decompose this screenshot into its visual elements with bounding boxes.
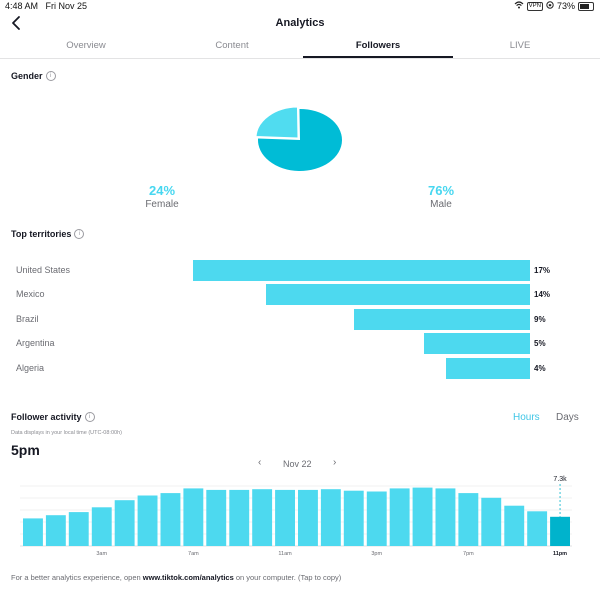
- activity-bar-11pm[interactable]: [550, 516, 570, 546]
- activity-bar-9am[interactable]: [229, 489, 250, 546]
- lock-rotation-icon: [546, 1, 554, 11]
- activity-bar-7am[interactable]: [183, 488, 204, 546]
- info-icon[interactable]: i: [45, 71, 56, 81]
- territory-label: Brazil: [16, 313, 39, 324]
- x-tick-label: 7pm: [463, 551, 474, 557]
- x-tick-label: 11am: [278, 551, 292, 557]
- territories-title: Top territories: [11, 229, 72, 239]
- tab-live[interactable]: LIVE: [509, 40, 531, 51]
- territory-bar: [446, 357, 530, 379]
- activity-bar-4pm[interactable]: [389, 488, 410, 546]
- tab-followers[interactable]: Followers: [355, 40, 401, 51]
- activity-bar-8pm[interactable]: [481, 497, 502, 546]
- territory-label: United States: [16, 265, 71, 275]
- page-title: Analytics: [275, 17, 325, 29]
- activity-bar-7pm[interactable]: [458, 493, 479, 546]
- activity-bar-1am[interactable]: [45, 515, 66, 546]
- territory-label: Algeria: [16, 362, 45, 373]
- territories-section-title: Top territories i: [11, 229, 85, 239]
- male-percent: 76%: [427, 183, 455, 198]
- vpn-badge: VPN: [526, 1, 543, 11]
- status-indicators: VPN 73%: [514, 1, 594, 11]
- tab-overview[interactable]: Overview: [66, 40, 106, 51]
- x-tick-label: 3pm: [371, 551, 382, 557]
- battery-percent: 73%: [556, 1, 575, 11]
- activity-bar-6am[interactable]: [160, 493, 181, 546]
- tab-active-indicator: [303, 56, 453, 58]
- selected-time: 5pm: [11, 442, 40, 458]
- territory-bar: [266, 284, 530, 306]
- territory-percent: 9%: [534, 314, 546, 324]
- activity-bar-2pm[interactable]: [343, 490, 364, 546]
- toggle-days[interactable]: Days: [556, 412, 579, 423]
- activity-bar-12pm[interactable]: [298, 489, 318, 546]
- back-button[interactable]: [9, 14, 23, 32]
- gender-section-title: Gender i: [11, 71, 56, 81]
- territory-bar: [193, 260, 530, 281]
- toggle-hours[interactable]: Hours: [513, 412, 540, 423]
- activity-bar-3am[interactable]: [91, 507, 112, 546]
- activity-bar-8am[interactable]: [206, 489, 227, 546]
- activity-bar-4am[interactable]: [114, 500, 135, 546]
- territory-percent: 5%: [534, 339, 546, 349]
- activity-bar-3pm[interactable]: [366, 491, 387, 547]
- chevron-left-icon[interactable]: ‹: [258, 457, 262, 468]
- wifi-icon: [514, 1, 524, 11]
- activity-bar-6pm[interactable]: [435, 488, 456, 546]
- info-icon[interactable]: i: [84, 412, 95, 422]
- territory-percent: 17%: [534, 266, 551, 275]
- activity-bar-10am[interactable]: [252, 489, 273, 546]
- activity-bar-5am[interactable]: [137, 495, 158, 547]
- territory-percent: 14%: [534, 290, 551, 300]
- x-tick-label: 11pm: [553, 551, 567, 557]
- territory-percent: 4%: [534, 363, 546, 373]
- tab-content[interactable]: Content: [215, 40, 249, 51]
- status-time: 4:48 AM Fri Nov 25: [5, 1, 88, 11]
- female-percent: 24%: [148, 183, 176, 198]
- battery-icon: [578, 1, 594, 11]
- activity-bar-5pm[interactable]: [412, 487, 433, 546]
- chevron-right-icon[interactable]: ›: [333, 457, 337, 468]
- activity-section-title: Follower activity i: [11, 412, 95, 422]
- activity-bar-10pm[interactable]: [527, 511, 548, 546]
- info-icon[interactable]: i: [74, 229, 85, 239]
- pie-slice-female: [256, 107, 299, 139]
- activity-bar-12am[interactable]: [23, 518, 43, 546]
- date-label: Nov 22: [283, 459, 312, 469]
- tab-bar: Overview Content Followers LIVE: [0, 40, 600, 59]
- activity-bar-9pm[interactable]: [504, 505, 525, 546]
- chevron-left-icon: [12, 16, 20, 30]
- territory-bar: [354, 308, 530, 330]
- pie-slice-male: [258, 109, 342, 171]
- male-label: Male: [430, 199, 452, 210]
- follower-activity-chart: 7.3k 3am 7am 11am 3pm 7pm 11pm: [20, 476, 572, 557]
- footer-text-before: For a better analytics experience, open: [11, 573, 143, 582]
- x-tick-label: 7am: [188, 551, 199, 557]
- x-tick-label: 3am: [96, 551, 107, 557]
- territory-label: Argentina: [16, 338, 55, 349]
- territory-label: Mexico: [16, 289, 45, 300]
- highlight-value-label: 7.3k: [553, 476, 567, 483]
- activity-bar-11am[interactable]: [275, 489, 295, 546]
- activity-title: Follower activity: [11, 412, 82, 422]
- female-label: Female: [145, 199, 179, 210]
- activity-bar-1pm[interactable]: [320, 489, 341, 546]
- timezone-note: Data displays in your local time (UTC-08…: [11, 430, 122, 436]
- analytics-link[interactable]: www.tiktok.com/analytics: [142, 573, 234, 582]
- gender-pie-chart: [256, 107, 342, 171]
- gender-title: Gender: [11, 71, 43, 81]
- activity-bar-2am[interactable]: [68, 512, 89, 546]
- footer-text-after: on your computer. (Tap to copy): [233, 573, 342, 582]
- status-bar: 4:48 AM Fri Nov 25 VPN 73%: [0, 0, 600, 12]
- footer-hint[interactable]: For a better analytics experience, open …: [11, 573, 341, 582]
- territory-bar: [424, 333, 530, 355]
